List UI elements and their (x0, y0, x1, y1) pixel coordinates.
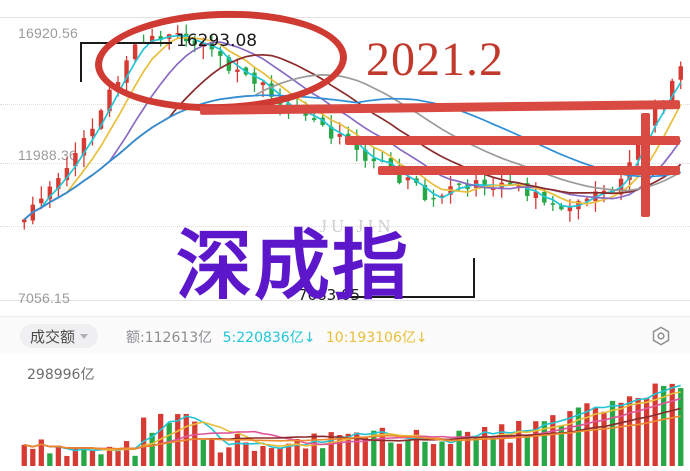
volume-bar-series (21, 383, 684, 466)
indicator-selector-label: 成交额 (30, 327, 76, 346)
y-axis-label-mid: 11988.36 (18, 147, 77, 163)
gridline-bottom (0, 300, 690, 301)
high-callout-label: 16293.08 (176, 31, 258, 51)
volume-chart-panel[interactable]: 298996亿 (0, 354, 690, 471)
indicator-toolbar[interactable]: 成交额 额:112613亿 5:220836亿↓ 10:193106亿↓ (0, 316, 690, 356)
gridline-top (0, 17, 690, 18)
gear-icon[interactable] (650, 325, 672, 347)
low-callout-label: 7683.05 (298, 286, 361, 304)
resistance-line-2 (345, 136, 680, 145)
breakout-vertical-line (641, 113, 650, 217)
y-axis-label-top: 16920.56 (18, 25, 78, 41)
price-chart-panel[interactable]: 16920.56 11988.36 7056.15 JU JIN 16293.0… (0, 0, 690, 316)
volume-ma5-value: 5:220836亿↓ (222, 330, 316, 346)
volume-scale-label: 298996亿 (27, 367, 95, 383)
y-axis-label-bottom: 7056.15 (18, 290, 71, 306)
volume-stats-row: 额:112613亿 5:220836亿↓ 10:193106亿↓ (126, 327, 428, 347)
index-name-watermark: 深成指 (176, 221, 410, 310)
year-annotation: 2021.2 (366, 33, 504, 86)
indicator-selector[interactable]: 成交额 (20, 324, 99, 348)
high-leader-vertical (80, 42, 82, 82)
gridline-mid (0, 163, 690, 164)
volume-total-value: 额:112613亿 (126, 330, 213, 346)
low-leader-vertical (473, 258, 475, 298)
chevron-down-icon[interactable] (80, 333, 89, 339)
ghost-watermark: JU JIN (320, 216, 395, 236)
high-leader-horizontal (80, 42, 172, 44)
resistance-line-3 (378, 166, 680, 175)
volume-ma10-value: 10:193106亿↓ (325, 330, 428, 346)
low-leader-horizontal (350, 296, 475, 298)
candlestick-series (22, 24, 683, 230)
gridline-q3 (0, 226, 690, 227)
